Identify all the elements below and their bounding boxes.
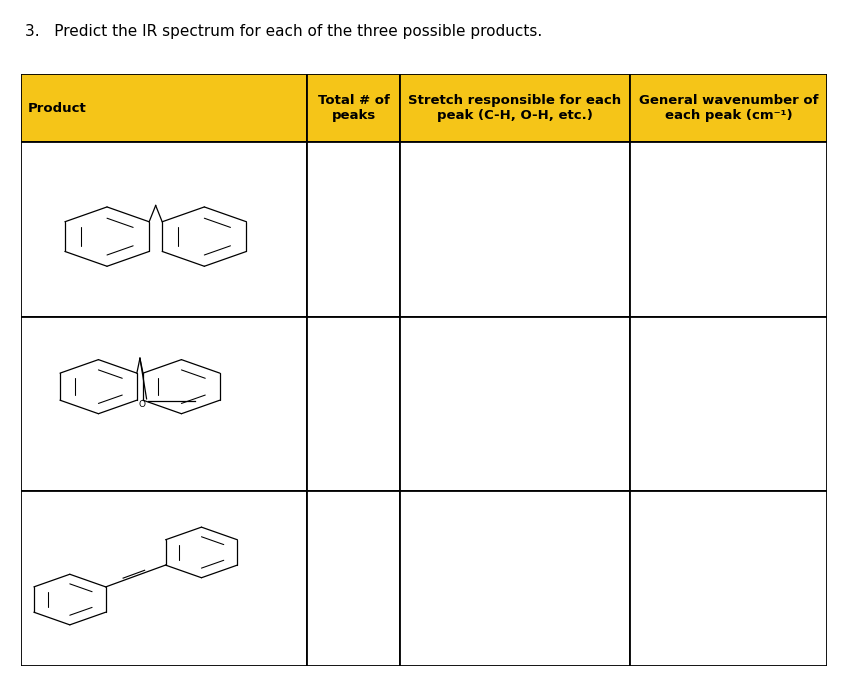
Bar	[21, 143, 307, 317]
Bar	[400, 143, 630, 317]
Bar	[21, 74, 307, 143]
Bar	[307, 491, 400, 666]
Bar	[21, 491, 307, 666]
Bar	[630, 491, 827, 666]
Bar	[307, 74, 400, 143]
Text: O: O	[138, 400, 146, 409]
Text: General wavenumber of
each peak (cm⁻¹): General wavenumber of each peak (cm⁻¹)	[639, 95, 818, 122]
Bar	[400, 317, 630, 491]
Bar	[630, 317, 827, 491]
Bar	[307, 143, 400, 317]
Bar	[400, 491, 630, 666]
Text: Stretch responsible for each
peak (C-H, O-H, etc.): Stretch responsible for each peak (C-H, …	[409, 95, 622, 122]
Bar	[21, 317, 307, 491]
Text: Total # of
peaks: Total # of peaks	[318, 95, 390, 122]
Text: 3.   Predict the IR spectrum for each of the three possible products.: 3. Predict the IR spectrum for each of t…	[25, 24, 542, 39]
Bar	[400, 74, 630, 143]
Bar	[630, 143, 827, 317]
Bar	[307, 317, 400, 491]
Bar	[630, 74, 827, 143]
Text: Product: Product	[28, 102, 86, 115]
